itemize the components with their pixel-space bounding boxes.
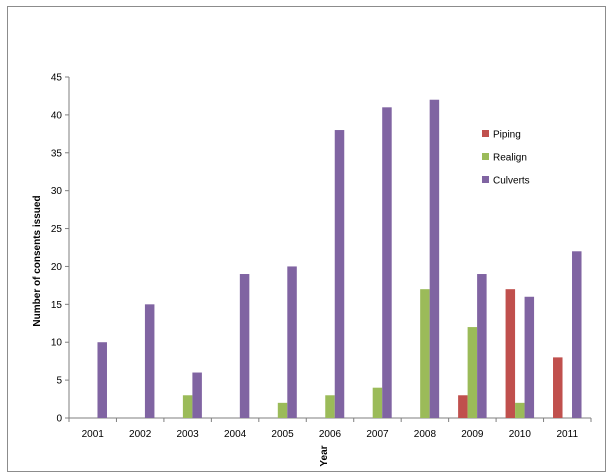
bar-piping-2010 [506, 289, 516, 418]
bar-realign-2008 [420, 289, 430, 418]
bar-culverts-2009 [477, 274, 487, 418]
bar-culverts-2011 [572, 251, 582, 418]
bar-culverts-2007 [382, 107, 392, 418]
legend-label-culverts: Culverts [493, 176, 530, 187]
x-tick-label: 2007 [366, 429, 389, 440]
bar-realign-2005 [278, 403, 288, 418]
bar-culverts-2006 [335, 130, 345, 418]
legend-swatch-piping [482, 130, 489, 137]
x-tick-label: 2003 [177, 429, 200, 440]
bar-culverts-2001 [97, 342, 107, 418]
x-tick-label: 2004 [224, 429, 247, 440]
y-tick-label: 5 [56, 376, 62, 387]
bar-culverts-2002 [145, 304, 155, 418]
y-tick-label: 30 [51, 186, 63, 197]
x-tick-label: 2010 [509, 429, 532, 440]
bar-realign-2003 [183, 395, 193, 418]
y-axis-title: Number of consents issued [32, 195, 43, 326]
x-tick-label: 2001 [82, 429, 105, 440]
x-tick-label: 2009 [461, 429, 484, 440]
x-tick-label: 2011 [557, 429, 579, 440]
y-tick-label: 35 [51, 148, 63, 159]
bar-realign-2010 [515, 403, 525, 418]
bar-piping-2009 [458, 395, 468, 418]
bar-realign-2007 [373, 388, 383, 418]
legend-swatch-culverts [482, 176, 489, 183]
bar-culverts-2005 [287, 266, 297, 418]
y-tick-label: 15 [51, 300, 63, 311]
y-tick-label: 0 [56, 414, 62, 425]
bar-culverts-2004 [240, 274, 250, 418]
bar-culverts-2008 [430, 100, 440, 418]
y-tick-label: 10 [51, 338, 63, 349]
y-tick-label: 45 [51, 73, 63, 84]
legend-label-realign: Realign [493, 153, 527, 164]
legend-label-piping: Piping [493, 130, 521, 141]
bars [97, 100, 581, 418]
x-axis: 2001 2002 2003 2004 2005 2006 2007 2008 2009 2010… [69, 418, 591, 440]
bar-realign-2009 [468, 327, 478, 418]
bar-culverts-2010 [525, 297, 535, 418]
x-tick-label: 2002 [129, 429, 152, 440]
legend-swatch-realign [482, 153, 489, 160]
x-axis-title: Year [319, 445, 330, 466]
x-tick-label: 2005 [271, 429, 294, 440]
y-axis: 0 5 10 15 20 25 30 35 40 45 [51, 73, 69, 425]
y-tick-label: 25 [51, 224, 63, 235]
bar-piping-2011 [553, 357, 563, 418]
legend: Piping Realign Culverts [482, 130, 530, 187]
x-tick-label: 2006 [319, 429, 342, 440]
x-tick-label: 2008 [414, 429, 437, 440]
bar-culverts-2003 [192, 373, 202, 418]
bar-realign-2006 [325, 395, 335, 418]
y-tick-label: 40 [51, 110, 63, 121]
y-tick-label: 20 [51, 262, 63, 273]
